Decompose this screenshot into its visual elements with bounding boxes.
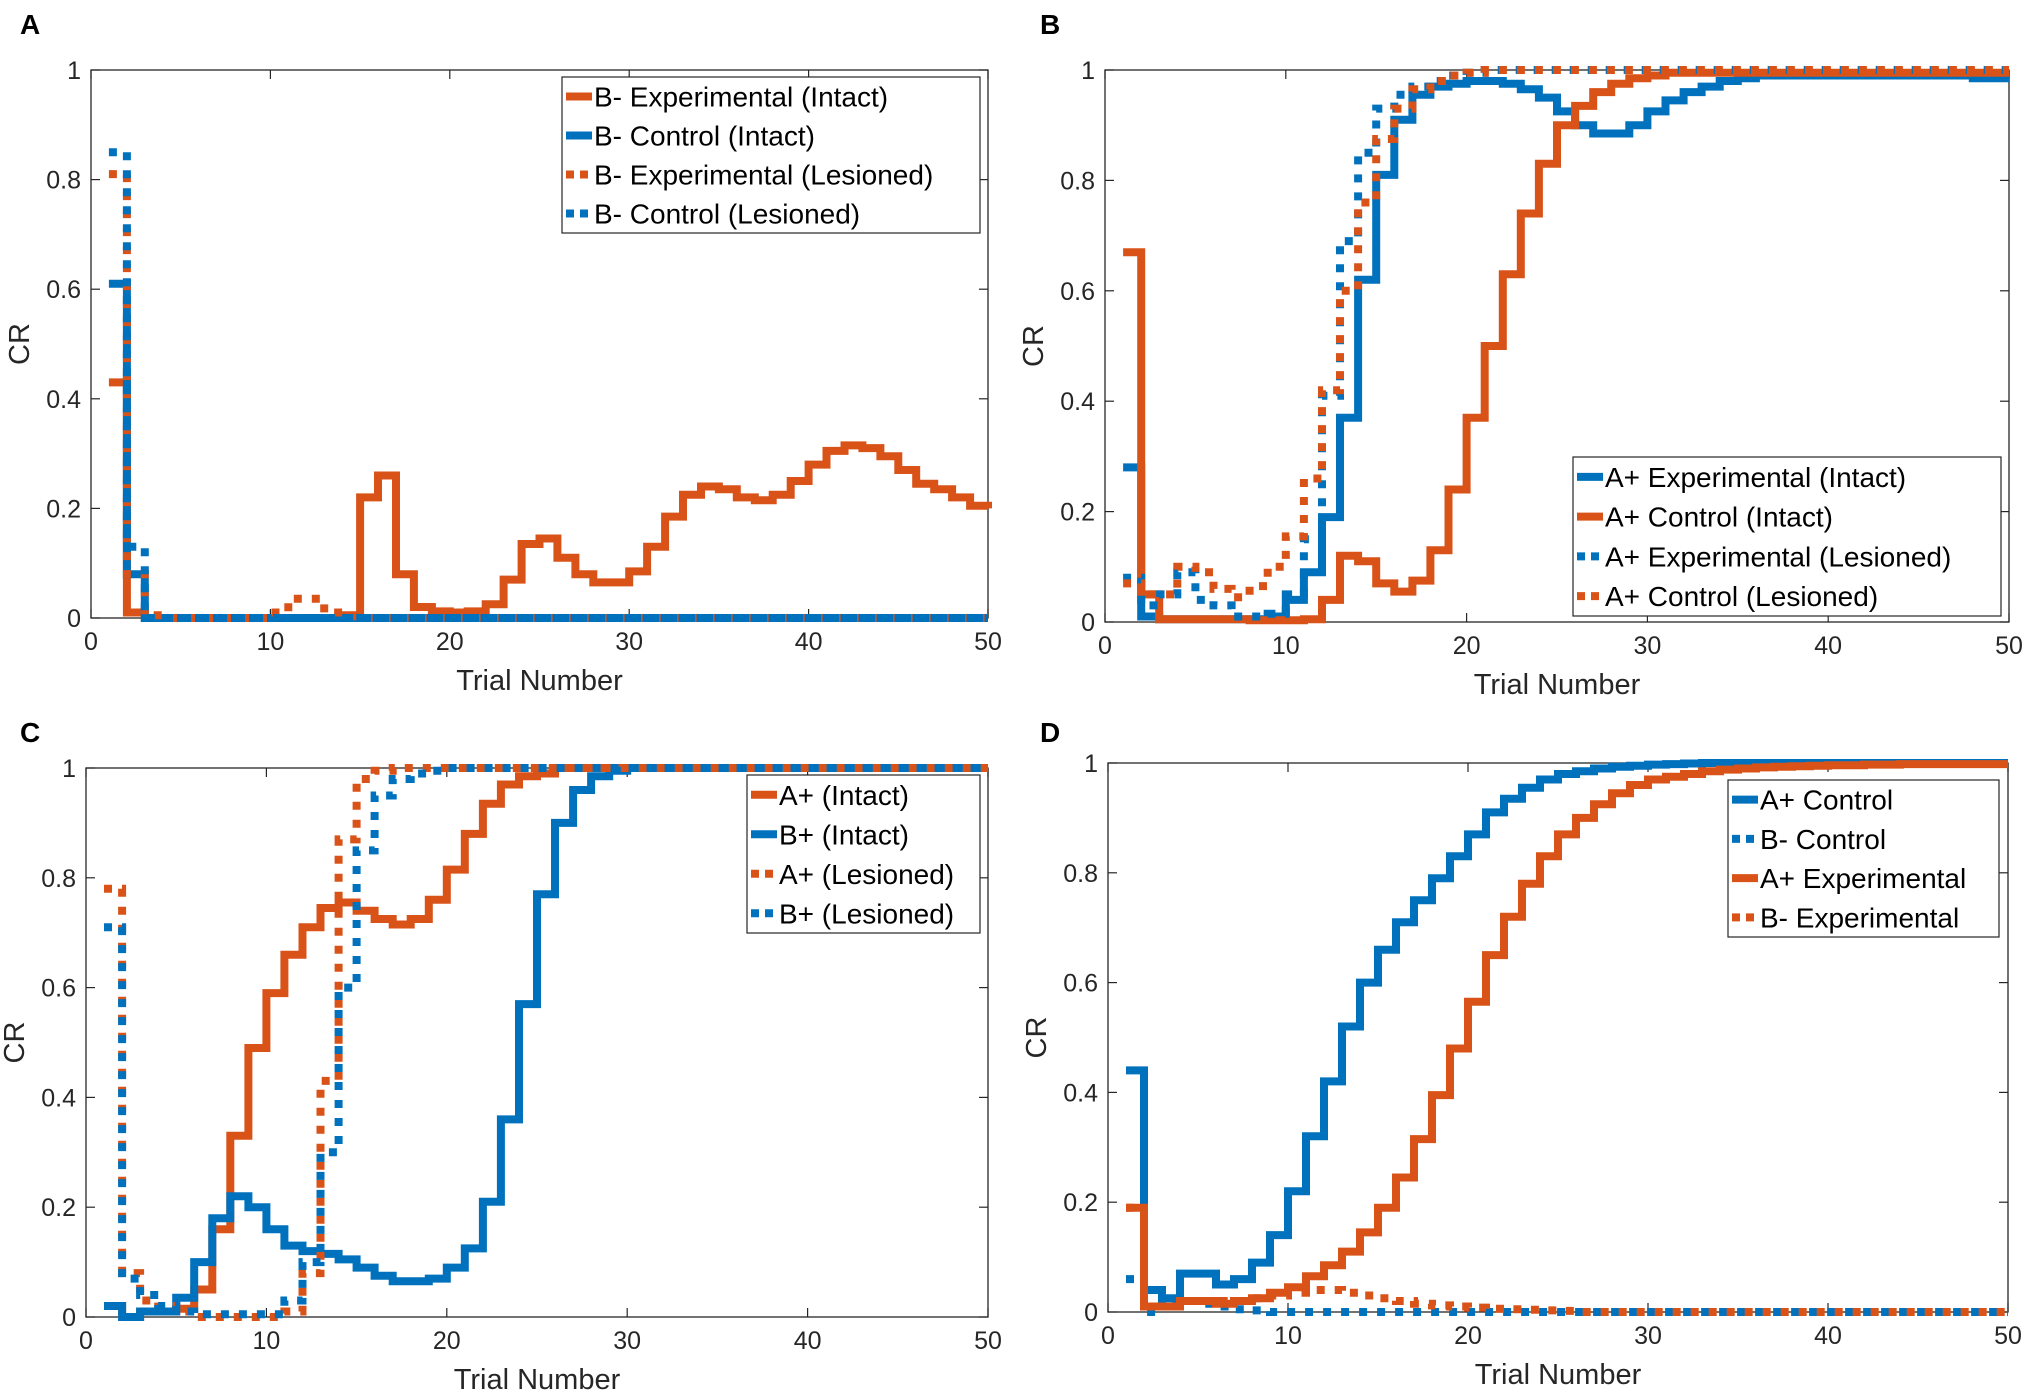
- y-tick-label: 1: [1084, 750, 1098, 778]
- x-tick-label: 10: [252, 1327, 280, 1355]
- legend: A+ Experimental (Intact) A+ Control (Inta…: [1572, 456, 2002, 617]
- y-tick-label: 0: [1081, 609, 1095, 637]
- panel-d: D 0 10 20 30 40 50 0 0.2 0.4 0.6 0.8 1 Trial Number CR…: [1021, 717, 2022, 1391]
- series-line-a-experimental-lesioned: [1123, 66, 2009, 621]
- x-tick-label: 10: [1272, 632, 1300, 660]
- legend-label: B- Experimental: [1760, 902, 1959, 933]
- series-line-b-control-lesioned: [108, 148, 988, 622]
- legend-label: B+ (Intact): [779, 819, 909, 850]
- series-line-b-lesioned: [104, 764, 988, 1319]
- x-tick-label: 20: [1454, 1322, 1482, 1350]
- x-tick-label: 10: [1274, 1322, 1302, 1350]
- y-axis-label: CR: [1018, 325, 1050, 367]
- x-tick-label: 40: [795, 628, 823, 656]
- panel-a: A 0 10 20 30 40 50 0 0.2 0.4 0.6 0.8 1 Trial Number CR…: [4, 9, 1002, 697]
- y-tick-label: 0.4: [1060, 388, 1095, 416]
- x-tick-label: 20: [1453, 632, 1481, 660]
- legend: A+ (Intact) B+ (Intact) A+ (Lesioned) B+ (L…: [746, 774, 981, 934]
- legend-label: A+ Control: [1760, 785, 1893, 816]
- legend-label: A+ Control (Intact): [1605, 502, 1833, 533]
- legend-label: A+ Control (Lesioned): [1605, 581, 1878, 612]
- y-tick-label: 0: [62, 1304, 76, 1332]
- x-tick-label: 0: [1101, 1322, 1115, 1350]
- series-line-a-control: [1126, 759, 2008, 1303]
- y-tick-label: 0.2: [1063, 1189, 1098, 1217]
- y-tick-label: 0.8: [1063, 860, 1098, 888]
- x-tick-label: 0: [84, 628, 98, 656]
- x-tick-label: 30: [615, 628, 643, 656]
- x-tick-label: 20: [436, 628, 464, 656]
- legend-label: A+ Experimental (Lesioned): [1605, 541, 1951, 572]
- x-axis-label: Trial Number: [1475, 1359, 1642, 1391]
- y-tick-label: 0.8: [41, 865, 76, 893]
- panel-letter: A: [20, 9, 40, 40]
- y-tick-label: 0.4: [41, 1084, 76, 1112]
- panel-c: C 0 10 20 30 40 50 0 0.2 0.4 0.6 0.8 1 Trial Number CR…: [0, 717, 1002, 1395]
- x-tick-label: 30: [1633, 632, 1661, 660]
- x-axis-label: Trial Number: [1474, 669, 1641, 701]
- x-tick-label: 50: [974, 1327, 1002, 1355]
- y-tick-label: 0.6: [46, 276, 81, 304]
- x-tick-label: 50: [1995, 632, 2023, 660]
- y-tick-label: 0.6: [41, 975, 76, 1003]
- x-tick-label: 40: [794, 1327, 822, 1355]
- panel-letter: B: [1040, 9, 1060, 40]
- x-tick-label: 50: [974, 628, 1002, 656]
- legend-label: A+ (Lesioned): [779, 859, 954, 890]
- legend-label: B+ (Lesioned): [779, 898, 954, 929]
- y-tick-label: 0.6: [1060, 278, 1095, 306]
- series-line-b-experimental: [1126, 1203, 2008, 1316]
- y-tick-label: 0: [1084, 1299, 1098, 1327]
- y-axis-label: CR: [4, 323, 36, 365]
- x-tick-label: 30: [613, 1327, 641, 1355]
- y-tick-label: 0: [67, 605, 81, 633]
- legend: A+ Control B- Control A+ Experimental B- Ex…: [1727, 779, 2000, 938]
- y-axis-label: CR: [1021, 1017, 1053, 1059]
- series-line-a-experimental: [1126, 760, 2008, 1311]
- legend-box: [561, 76, 981, 234]
- legend-label: A+ (Intact): [779, 780, 909, 811]
- x-axis-label: Trial Number: [454, 1364, 621, 1395]
- panel-letter: D: [1040, 717, 1060, 748]
- y-tick-label: 0.2: [41, 1194, 76, 1222]
- legend-label: B- Control (Intact): [594, 121, 815, 152]
- y-tick-label: 1: [62, 755, 76, 783]
- x-tick-label: 40: [1814, 1322, 1842, 1350]
- series-line-a-lesioned: [104, 764, 988, 1321]
- legend-label: B- Experimental (Lesioned): [594, 160, 933, 191]
- series-line-a-control-lesioned: [1123, 66, 2009, 602]
- y-tick-label: 1: [1081, 57, 1095, 85]
- y-tick-label: 0.8: [1060, 167, 1095, 195]
- y-tick-label: 0.6: [1063, 970, 1098, 998]
- x-tick-label: 50: [1994, 1322, 2022, 1350]
- x-axis-label: Trial Number: [456, 665, 623, 697]
- y-tick-label: 0.2: [46, 495, 81, 523]
- x-tick-label: 0: [1098, 632, 1112, 660]
- legend-box: [1727, 779, 2000, 938]
- y-tick-label: 1: [67, 57, 81, 85]
- legend-label: A+ Experimental (Intact): [1605, 462, 1906, 493]
- legend-label: B- Control (Lesioned): [594, 199, 860, 230]
- legend-label: A+ Experimental: [1760, 863, 1966, 894]
- panel-b: B 0 10 20 30 40 50 0 0.2 0.4 0.6 0.8 1 Trial Number CR…: [1018, 9, 2023, 701]
- y-axis-label: CR: [0, 1022, 31, 1064]
- legend-box: [746, 774, 981, 934]
- legend-label: B- Control: [1760, 824, 1886, 855]
- x-tick-label: 10: [256, 628, 284, 656]
- panel-letter: C: [20, 717, 40, 748]
- legend-label: B- Experimental (Intact): [594, 82, 888, 113]
- x-tick-label: 40: [1814, 632, 1842, 660]
- y-tick-label: 0.4: [46, 386, 81, 414]
- x-tick-label: 0: [79, 1327, 93, 1355]
- x-tick-label: 20: [433, 1327, 461, 1355]
- legend-box: [1572, 456, 2002, 617]
- y-tick-label: 0.2: [1060, 499, 1095, 527]
- y-tick-label: 0.4: [1063, 1079, 1098, 1107]
- legend: B- Experimental (Intact) B- Control (Inta…: [561, 76, 981, 234]
- x-tick-label: 30: [1634, 1322, 1662, 1350]
- y-tick-label: 0.8: [46, 167, 81, 195]
